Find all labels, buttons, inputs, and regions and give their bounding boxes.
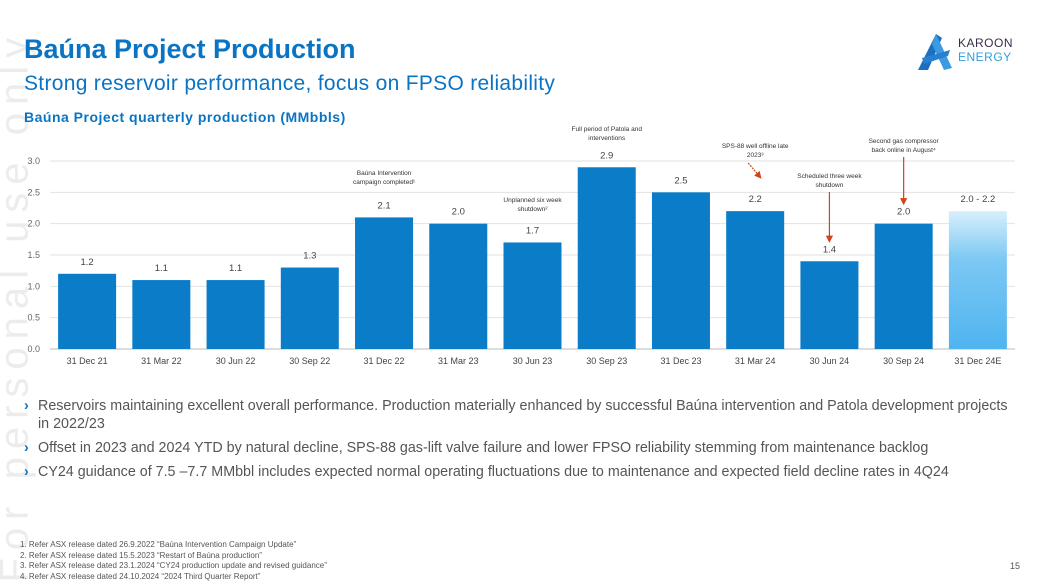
x-tick-label: 30 Sep 22	[289, 356, 330, 366]
bullet-item: › CY24 guidance of 7.5 –7.7 MMbbl include…	[24, 463, 1014, 481]
annotation-text: Scheduled three week	[797, 173, 862, 180]
x-tick-label: 30 Jun 22	[216, 356, 256, 366]
footnote: 2. Refer ASX release dated 15.5.2023 “Re…	[20, 550, 262, 560]
bar	[355, 217, 414, 349]
bar	[58, 273, 117, 349]
page-title: Baúna Project Production	[24, 34, 356, 64]
bullet-list: › Reservoirs maintaining excellent overal…	[24, 397, 1014, 487]
bar	[651, 192, 710, 349]
bullet-item: › Offset in 2023 and 2024 YTD by natural …	[24, 439, 1014, 457]
annotation: SPS-88 well offline late 2023³	[722, 143, 789, 179]
annotation-text: Second gas compressor	[869, 138, 940, 145]
production-bar-chart: 0.0 0.5 1.0 1.5 2.0 2.5 3.0 1.2 31 Dec 21 1.1 31 …	[27, 126, 1015, 366]
bar	[206, 280, 265, 349]
x-tick-label: 30 Sep 23	[586, 356, 627, 366]
x-tick-label: 31 Dec 22	[364, 356, 405, 366]
page-subtitle: Strong reservoir performance, focus on F…	[24, 72, 556, 95]
footnote: 1. Refer ASX release dated 26.9.2022 “Ba…	[20, 540, 297, 549]
footnotes: 1. Refer ASX release dated 26.9.2022 “Ba…	[20, 540, 327, 582]
y-tick-label: 1.0	[27, 281, 40, 291]
x-tick-label: 31 Mar 23	[438, 356, 479, 366]
annotation: Baúna Intervention campaign completed¹	[353, 170, 416, 186]
bullet-marker-icon: ›	[24, 440, 29, 456]
annotation-text: shutdown	[816, 182, 844, 189]
x-tick-label: 31 Dec 21	[67, 356, 108, 366]
bar	[429, 223, 488, 349]
annotation-text: back online in August⁴	[872, 147, 936, 154]
data-label: 2.0	[897, 207, 910, 218]
bar	[874, 223, 933, 349]
y-tick-label: 1.5	[27, 250, 40, 260]
data-label: 1.4	[823, 244, 836, 255]
footnote: 3. Refer ASX release dated 23.1.2024 “CY…	[20, 561, 327, 570]
data-label: 2.0 - 2.2	[960, 194, 995, 205]
y-tick-label: 2.5	[27, 187, 40, 197]
x-tick-label: 30 Sep 24	[883, 356, 924, 366]
x-tick-label: 31 Mar 22	[141, 356, 182, 366]
x-tick-label: 31 Mar 24	[735, 356, 776, 366]
karoon-logo: KAROON ENERGY	[914, 30, 1024, 74]
bullet-text: Offset in 2023 and 2024 YTD by natural d…	[38, 440, 929, 456]
bar	[503, 242, 562, 349]
data-label: 2.0	[452, 207, 465, 218]
annotation-text: 2023³	[747, 152, 764, 159]
annotation-text: Full period of Patola and	[571, 126, 642, 133]
y-tick-label: 0.5	[27, 313, 40, 323]
data-label: 2.1	[377, 200, 390, 211]
data-label: 2.2	[749, 194, 762, 205]
y-tick-label: 2.0	[27, 219, 40, 229]
data-label: 1.3	[303, 251, 316, 262]
bullet-text: CY24 guidance of 7.5 –7.7 MMbbl includes…	[38, 464, 949, 480]
chart-title: Baúna Project quarterly production (MMbb…	[24, 109, 346, 125]
bar	[280, 267, 339, 349]
bar	[132, 280, 191, 349]
logo-text-karoon: KAROON	[958, 36, 1014, 50]
annotation-text: SPS-88 well offline late	[722, 143, 789, 150]
x-tick-label: 31 Dec 24E	[954, 356, 1001, 366]
data-label: 1.1	[155, 263, 168, 274]
x-tick-label: 30 Jun 23	[513, 356, 553, 366]
annotation-text: Unplanned six week	[503, 197, 562, 204]
x-tick-label: 30 Jun 24	[810, 356, 850, 366]
y-tick-label: 0.0	[27, 344, 40, 354]
annotation: Unplanned six week shutdown²	[503, 197, 562, 213]
annotation: Second gas compressor back online in Augu…	[869, 138, 940, 206]
data-label: 1.1	[229, 263, 242, 274]
logo-text-energy: ENERGY	[958, 50, 1012, 64]
bar	[726, 211, 785, 349]
bullet-text: Reservoirs maintaining excellent overall…	[38, 398, 1008, 432]
data-label: 2.5	[674, 175, 687, 186]
footnote: 4. Refer ASX release dated 24.10.2024 “2…	[20, 571, 261, 581]
bar	[577, 167, 636, 349]
bar	[800, 261, 859, 349]
bullet-marker-icon: ›	[24, 464, 29, 480]
bullet-marker-icon: ›	[24, 398, 29, 414]
bullet-item: › Reservoirs maintaining excellent overal…	[24, 397, 1014, 433]
annotation-text: Baúna Intervention	[357, 170, 412, 177]
data-label: 2.9	[600, 150, 613, 161]
y-tick-label: 3.0	[27, 156, 40, 166]
bar-estimate	[948, 211, 1007, 349]
arrow-diagonal-icon	[747, 162, 762, 179]
data-label: 1.2	[81, 257, 94, 268]
annotation-text: shutdown²	[518, 206, 549, 213]
annotation-text: interventions	[588, 135, 626, 142]
page-number: 15	[1009, 561, 1020, 571]
annotation-text: campaign completed¹	[353, 179, 416, 186]
annotation: Full period of Patola and interventions	[571, 126, 642, 142]
data-label: 1.7	[526, 225, 539, 236]
annotation: Scheduled three week shutdown	[797, 173, 862, 243]
karoon-logo-icon	[918, 34, 952, 70]
x-tick-label: 31 Dec 23	[660, 356, 701, 366]
